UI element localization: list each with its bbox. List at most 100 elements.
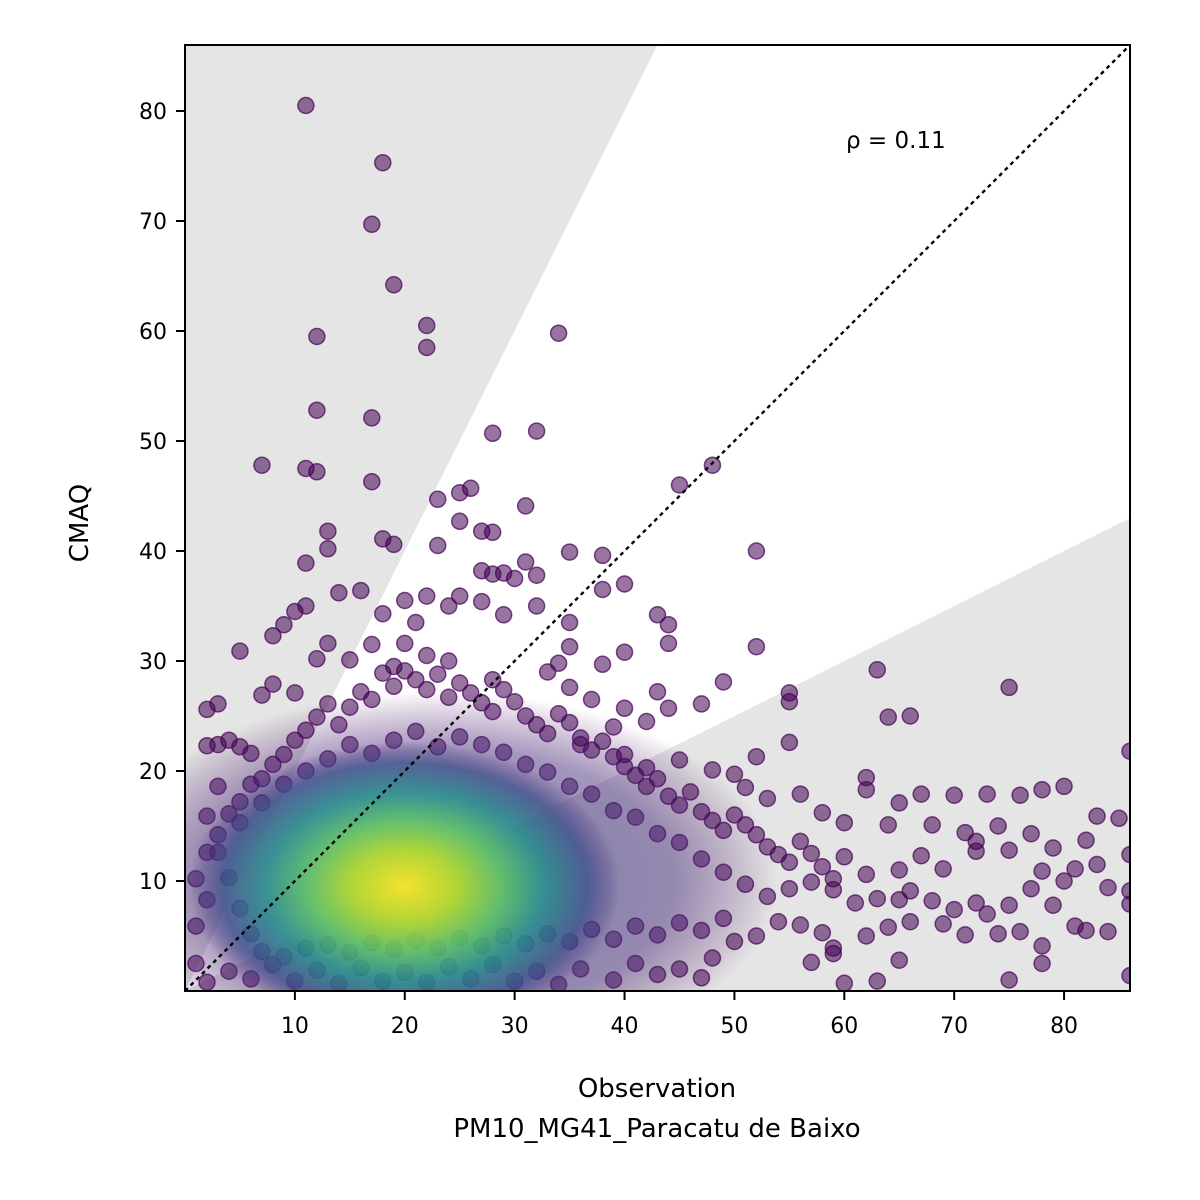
data-point	[1044, 896, 1062, 914]
data-point	[483, 424, 502, 443]
data-point	[868, 889, 887, 908]
data-point	[978, 905, 996, 923]
data-point	[615, 575, 634, 593]
data-point	[648, 683, 667, 701]
data-point	[231, 642, 249, 660]
y-tick-label: 80	[139, 100, 167, 125]
data-point	[868, 661, 887, 679]
data-point	[835, 848, 854, 866]
data-point	[374, 153, 392, 172]
data-point	[1000, 678, 1018, 697]
data-point	[275, 615, 293, 634]
data-point	[286, 602, 304, 621]
data-point	[934, 860, 952, 878]
x-tick-label: 60	[830, 1014, 858, 1039]
data-point	[934, 915, 952, 933]
data-point	[450, 674, 469, 692]
data-point	[396, 634, 414, 653]
data-point	[1033, 780, 1051, 799]
data-point	[396, 591, 414, 610]
x-tick-label: 20	[391, 1014, 419, 1039]
data-point	[450, 587, 469, 605]
data-point	[330, 584, 348, 602]
data-point	[374, 664, 392, 682]
data-point	[363, 472, 381, 491]
x-tick-label: 70	[940, 1014, 968, 1039]
data-point	[802, 844, 821, 863]
data-point	[417, 646, 436, 665]
plot-frame	[184, 44, 1131, 992]
data-point	[824, 944, 843, 963]
data-point	[209, 695, 227, 713]
data-point	[286, 684, 304, 702]
data-point	[363, 215, 381, 234]
data-point	[1022, 879, 1040, 898]
data-point	[1033, 862, 1051, 880]
data-point	[297, 554, 315, 572]
data-point	[560, 637, 579, 656]
data-point	[308, 401, 326, 419]
y-tick-label: 50	[139, 430, 167, 455]
data-point	[714, 673, 733, 691]
data-point	[857, 927, 876, 945]
data-point	[1121, 966, 1130, 985]
correlation-annotation: ρ = 0.11	[846, 128, 946, 154]
data-point	[802, 873, 821, 891]
data-point	[791, 916, 810, 934]
y-tick-label: 40	[139, 540, 167, 565]
y-tick-label: 60	[139, 320, 167, 345]
data-point	[297, 96, 315, 115]
data-point	[1033, 954, 1051, 973]
data-point	[560, 678, 579, 697]
data-point	[923, 892, 941, 910]
data-point	[385, 535, 403, 554]
data-point	[648, 606, 667, 624]
data-point	[417, 587, 436, 605]
data-point	[1077, 921, 1095, 940]
data-point	[505, 569, 524, 588]
data-point	[560, 613, 579, 632]
data-point	[527, 597, 546, 615]
data-point	[319, 634, 337, 653]
data-point	[659, 634, 678, 653]
data-point	[516, 497, 535, 515]
data-point	[890, 794, 908, 812]
data-point	[593, 546, 612, 565]
data-point	[912, 846, 930, 865]
data-point	[1033, 937, 1051, 955]
data-point	[692, 695, 711, 713]
data-point	[901, 707, 919, 725]
data-point	[1121, 742, 1130, 760]
density-core	[189, 741, 620, 991]
data-point	[780, 853, 799, 872]
data-point	[989, 817, 1007, 835]
data-point	[407, 613, 425, 632]
data-point	[264, 626, 282, 645]
data-point	[538, 663, 557, 681]
data-point	[341, 651, 359, 669]
data-point	[615, 643, 634, 661]
data-point	[428, 490, 447, 509]
data-point	[253, 456, 271, 474]
data-point	[593, 655, 612, 674]
x-tick-label: 30	[501, 1014, 529, 1039]
data-point	[1088, 855, 1106, 874]
y-tick-label: 30	[139, 650, 167, 675]
data-point	[308, 463, 326, 481]
data-point	[450, 483, 469, 502]
data-point	[747, 542, 766, 560]
data-point	[363, 635, 381, 654]
data-point	[450, 512, 469, 531]
data-point	[901, 912, 919, 931]
data-point	[1121, 895, 1130, 913]
data-point	[1066, 860, 1084, 878]
data-point	[923, 816, 941, 834]
data-point	[385, 276, 403, 294]
data-point	[483, 670, 502, 689]
data-point	[494, 606, 513, 624]
data-point	[1121, 882, 1130, 900]
data-point	[1110, 809, 1128, 828]
x-axis-sublabel: PM10_MG41_Paracatu de Baixo	[453, 1114, 860, 1144]
data-point	[385, 677, 403, 696]
data-point	[363, 409, 381, 427]
